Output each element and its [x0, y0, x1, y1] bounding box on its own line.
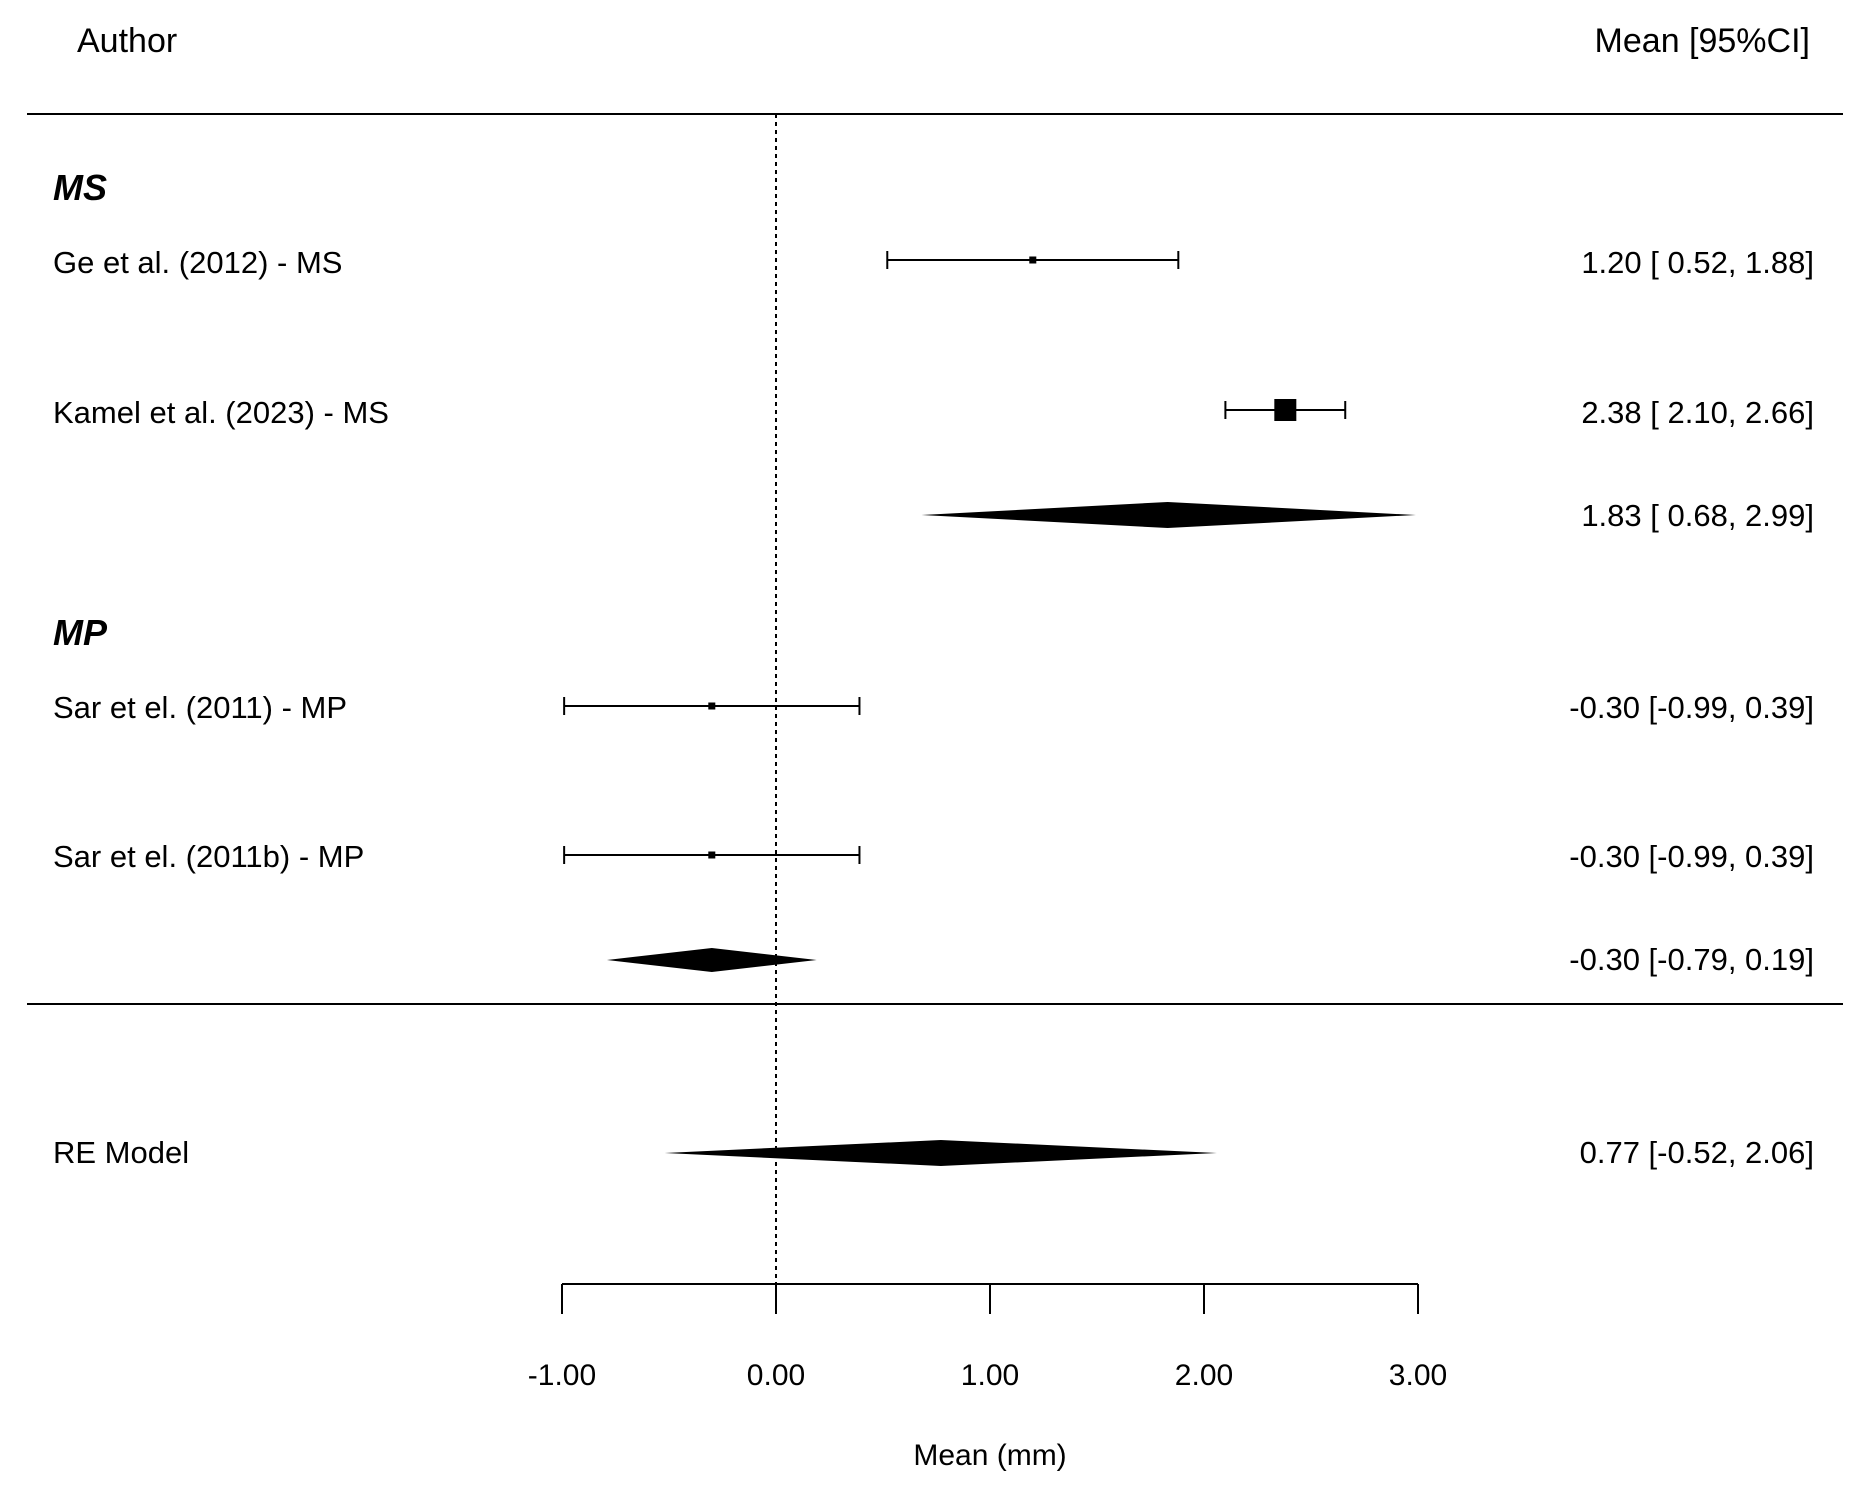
- study-label-sar-2011: Sar et el. (2011) - MP: [53, 690, 347, 725]
- x-tick-label: 1.00: [961, 1359, 1019, 1392]
- point-estimate: [708, 702, 716, 710]
- study-label-kamel-2023: Kamel et al. (2023) - MS: [53, 395, 389, 430]
- x-tick-label: 3.00: [1389, 1359, 1447, 1392]
- point-estimate: [1274, 399, 1297, 421]
- group-heading-ms: MS: [53, 167, 107, 208]
- header-author: Author: [77, 22, 177, 60]
- study-ci-sar-2011: [563, 697, 861, 715]
- x-tick-label: 0.00: [747, 1359, 805, 1392]
- ci-text-sar-2011: -0.30 [-0.99, 0.39]: [1569, 690, 1814, 725]
- x-tick-label: 2.00: [1175, 1359, 1233, 1392]
- summary-diamond-mp: [606, 948, 817, 972]
- study-label-ge-2012: Ge et al. (2012) - MS: [53, 245, 342, 280]
- ci-text-ms-summary: 1.83 [ 0.68, 2.99]: [1581, 498, 1814, 533]
- point-estimate: [708, 851, 716, 859]
- x-axis-label: Mean (mm): [913, 1439, 1066, 1472]
- study-ci-sar-2011b: [563, 846, 861, 864]
- ci-text-sar-2011b: -0.30 [-0.99, 0.39]: [1569, 839, 1814, 874]
- x-axis: -1.00 0.00 1.00 2.00 3.00 Mean (mm): [528, 1283, 1447, 1472]
- group-heading-mp: MP: [53, 612, 108, 653]
- ci-text-kamel-2023: 2.38 [ 2.10, 2.66]: [1581, 395, 1814, 430]
- ci-text-ge-2012: 1.20 [ 0.52, 1.88]: [1581, 245, 1814, 280]
- study-label-sar-2011b: Sar et el. (2011b) - MP: [53, 839, 364, 874]
- ci-text-mp-summary: -0.30 [-0.79, 0.19]: [1569, 942, 1814, 977]
- header-mean-ci: Mean [95%CI]: [1595, 22, 1810, 60]
- x-tick-label: -1.00: [528, 1359, 596, 1392]
- study-ci-ge-2012: [886, 251, 1180, 269]
- study-ci-kamel-2023: [1224, 399, 1347, 421]
- summary-diamond-ms: [921, 502, 1416, 528]
- summary-diamond-overall: [664, 1140, 1217, 1166]
- point-estimate: [1029, 256, 1037, 264]
- overall-label: RE Model: [53, 1135, 189, 1170]
- ci-text-overall: 0.77 [-0.52, 2.06]: [1580, 1135, 1814, 1170]
